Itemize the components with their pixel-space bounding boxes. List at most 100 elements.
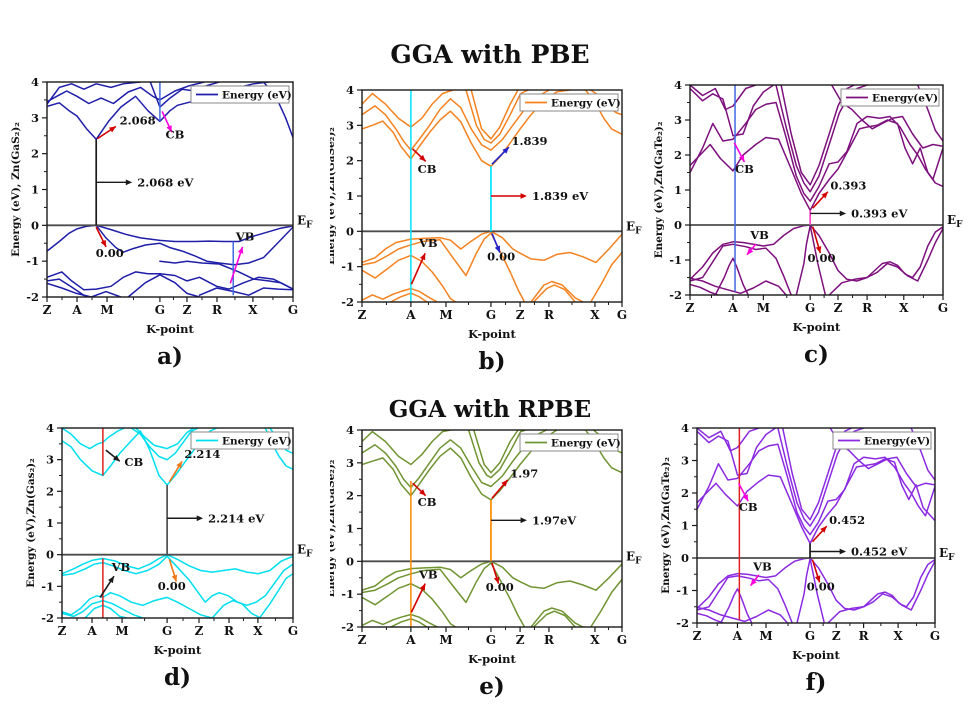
legend-box (519, 93, 619, 112)
annotation-label: 0.393 (830, 178, 866, 192)
x-axis-title: K-point (468, 327, 516, 341)
band-line (827, 560, 935, 623)
panel-caption-a: a) (157, 343, 183, 370)
y-tick-label: -1 (669, 253, 682, 267)
gap-arrowhead (839, 210, 847, 217)
band-structure-chart-e: 1.97eV 1.97 CB 0.00 VB -2 -1 0 1 2 3 4 Z A M G Z R X G K-poi… (330, 423, 642, 666)
annotation-label: CB (418, 162, 437, 176)
panel-caption-e: e) (479, 673, 505, 700)
annotation-arrowhead (237, 246, 244, 254)
x-tick-label: Z (516, 633, 525, 647)
x-tick-label: X (899, 301, 909, 315)
y-tick-label: -1 (41, 579, 54, 593)
band-line (530, 607, 584, 627)
y-tick-label: 1 (31, 183, 39, 197)
bands-group (362, 430, 622, 627)
x-tick-label: A (732, 629, 743, 643)
x-axis-title: K-point (468, 652, 516, 666)
fermi-label: EF (947, 213, 963, 230)
band-line (690, 85, 757, 111)
y-tick-label: 2 (674, 148, 682, 162)
annotation-arrowhead (419, 253, 426, 261)
bands-group (697, 428, 935, 623)
annotation-arrowhead (820, 526, 827, 533)
band-line (362, 90, 550, 151)
gap-value-label: 0.393 eV (851, 206, 908, 220)
x-tick-label: Z (358, 633, 367, 647)
title-gga-pbe: GGA with PBE (390, 40, 590, 69)
annotation-label: 0.00 (486, 580, 514, 594)
band-line (467, 430, 527, 479)
gap-arrowhead (839, 548, 847, 555)
x-tick-label: A (405, 308, 416, 322)
annotation-arrowhead (112, 455, 120, 462)
band-line (362, 613, 439, 627)
annotation-label: 0.00 (158, 579, 186, 593)
band-line (127, 274, 201, 297)
annotation-label: 0.452 (829, 513, 865, 527)
annotation-arrowhead (502, 147, 509, 154)
legend-label: Energy (eV) (222, 90, 292, 102)
y-tick-label: -2 (669, 288, 682, 302)
y-tick-label: 4 (674, 78, 682, 92)
annotation-arrowhead (494, 245, 501, 253)
x-tick-label: G (938, 301, 948, 315)
axes-box (361, 429, 623, 628)
y-tick-label: 0 (346, 554, 354, 568)
band-line (362, 562, 526, 627)
x-tick-label: G (930, 629, 940, 643)
band-line (829, 428, 935, 488)
band-line (697, 612, 724, 623)
legend-box (519, 433, 619, 452)
panel-caption-f: f) (805, 669, 827, 696)
band-line (532, 284, 576, 302)
x-tick-label: A (86, 624, 97, 638)
annotation-label: VB (111, 560, 131, 574)
x-tick-label: X (590, 308, 600, 322)
band-line (697, 575, 793, 623)
y-tick-label: 1 (346, 522, 354, 536)
annotation-label: CB (124, 455, 143, 469)
band-line (198, 287, 293, 296)
y-tick-label: 0 (346, 224, 354, 238)
band-line (47, 82, 206, 105)
x-tick-label: R (212, 303, 223, 317)
band-line (159, 260, 293, 290)
x-tick-label: R (544, 308, 555, 322)
y-tick-label: 2 (46, 484, 54, 498)
x-tick-label: Z (834, 301, 843, 315)
panel-b: 1.839 eV 1.839 CB 0.00 VB -2 -1 0 1 2 3 4 Z A M G Z R X G K-… (330, 36, 650, 376)
legend-label: Energy(eV) (864, 436, 930, 448)
annotation-arrow (229, 246, 244, 284)
band-line (697, 443, 935, 536)
legend-label: Energy (eV) (222, 436, 292, 448)
legend-label: Energy (eV) (551, 438, 621, 450)
y-tick-label: 3 (346, 456, 354, 470)
band-line (259, 572, 293, 618)
x-tick-label: Z (43, 303, 52, 317)
x-axis-title: K-point (792, 648, 840, 662)
band-line (211, 599, 262, 618)
y-tick-label: 1 (681, 519, 689, 533)
x-tick-label: Z (832, 629, 841, 643)
y-tick-label: 4 (346, 423, 354, 437)
band-structure-chart-b: 1.839 eV 1.839 CB 0.00 VB -2 -1 0 1 2 3 4 Z A M G Z R X G K-… (330, 83, 642, 341)
band-line (47, 282, 122, 297)
x-tick-label: R (859, 629, 870, 643)
annotation-arrowhead (419, 489, 426, 496)
x-tick-label: A (405, 633, 416, 647)
band-line (697, 606, 789, 623)
fermi-label: EF (626, 549, 642, 566)
legend-box (190, 431, 290, 450)
x-tick-label: M (115, 624, 128, 638)
x-tick-label: X (893, 629, 903, 643)
x-tick-label: X (590, 633, 600, 647)
y-tick-label: -1 (676, 584, 689, 598)
y-tick-label: 0 (31, 218, 39, 232)
bands-group (47, 82, 293, 297)
band-line (590, 578, 622, 627)
x-tick-label: X (253, 624, 263, 638)
annotation-arrowhead (176, 461, 183, 469)
band-structure-chart-d: 2.214 eV 2.214 CB 0.00 VB -2 -1 0 1 2 3 4 Z A M G Z R X G K-… (25, 421, 313, 657)
annotation-label: VB (418, 236, 438, 250)
